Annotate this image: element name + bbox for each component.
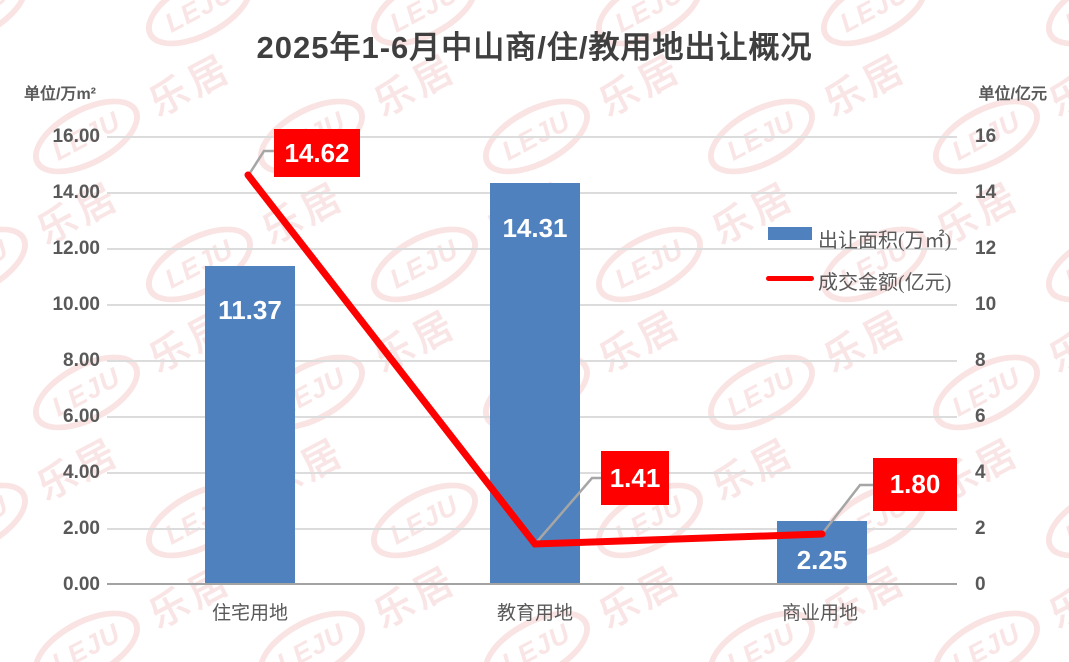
line-value-callout: 14.62 xyxy=(274,129,360,177)
left-axis-tick: 14.00 xyxy=(52,182,100,203)
left-axis-tick: 12.00 xyxy=(52,238,100,259)
right-axis-tick: 8 xyxy=(975,350,986,371)
left-axis-tick: 4.00 xyxy=(63,462,100,483)
right-axis-tick: 2 xyxy=(975,518,986,539)
leader-line xyxy=(246,149,274,177)
gridline xyxy=(107,136,957,138)
left-axis-tick: 2.00 xyxy=(63,518,100,539)
bar-education-land: 14.31 xyxy=(490,183,580,583)
left-axis-tick: 10.00 xyxy=(52,294,100,315)
chart-title: 2025年1-6月中山商/住/教用地出让概况 xyxy=(256,30,813,65)
right-axis-unit: 单位/亿元 xyxy=(978,86,1047,103)
x-axis-line xyxy=(107,583,957,585)
right-axis-tick: 4 xyxy=(975,462,986,483)
category-label-education: 教育用地 xyxy=(496,603,573,624)
legend-bar-swatch xyxy=(768,227,812,240)
category-label-residential: 住宅用地 xyxy=(211,603,288,624)
left-axis-tick: 8.00 xyxy=(63,350,100,371)
legend-line-swatch xyxy=(766,276,814,281)
left-axis-tick: 16.00 xyxy=(52,126,100,147)
left-axis-tick: 0.00 xyxy=(63,574,100,595)
bar-residential-land: 11.37 xyxy=(205,266,295,583)
left-axis-tick: 6.00 xyxy=(63,406,100,427)
bar-commercial-land: 2.25 xyxy=(777,521,867,583)
right-axis-tick: 6 xyxy=(975,406,986,427)
right-axis-tick: 12 xyxy=(975,238,997,259)
right-axis-tick: 10 xyxy=(975,294,997,315)
bar-value-label: 14.31 xyxy=(502,213,568,243)
legend-bar-label: 出让面积(万㎡) xyxy=(818,230,952,252)
legend-line-label: 成交金额(亿元) xyxy=(818,272,952,294)
line-value-callout: 1.41 xyxy=(601,451,669,505)
right-axis-tick: 16 xyxy=(975,126,997,147)
right-axis-tick: 0 xyxy=(975,574,986,595)
bar-value-label: 11.37 xyxy=(218,295,282,325)
left-axis-unit: 单位/万m² xyxy=(24,86,97,103)
line-value-callout: 1.80 xyxy=(873,458,957,511)
category-label-commercial: 商业用地 xyxy=(781,603,858,624)
right-axis-tick: 14 xyxy=(975,182,997,203)
bar-value-label: 2.25 xyxy=(796,545,848,575)
